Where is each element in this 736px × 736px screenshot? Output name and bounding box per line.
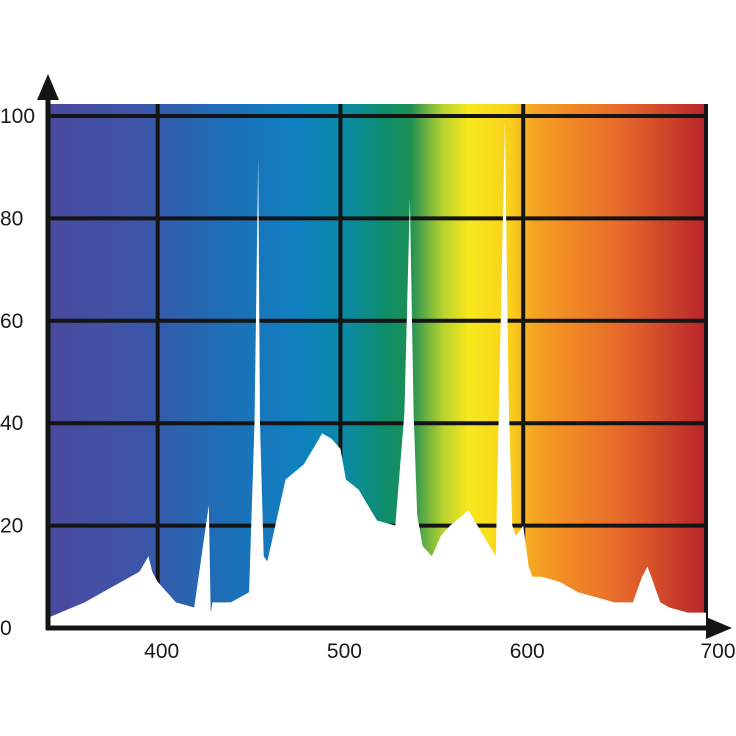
y-tick-label: 100 (0, 105, 35, 128)
x-tick-label: 600 (510, 640, 545, 663)
x-tick-label: 400 (144, 640, 179, 663)
x-axis-arrow (706, 617, 732, 639)
x-tick-label: 500 (327, 640, 362, 663)
emission-curve-area (48, 121, 706, 628)
tick-labels: 0 20 40 60 80 100 400 500 600 700 (0, 105, 736, 663)
y-axis-arrow (37, 74, 59, 100)
y-tick-label: 0 (0, 617, 12, 640)
x-tick-label: 700 (700, 640, 735, 663)
y-tick-label: 80 (0, 207, 23, 230)
y-tick-label: 40 (0, 412, 23, 435)
y-tick-label: 20 (0, 515, 23, 538)
axes (37, 74, 732, 639)
y-tick-label: 60 (0, 310, 23, 333)
